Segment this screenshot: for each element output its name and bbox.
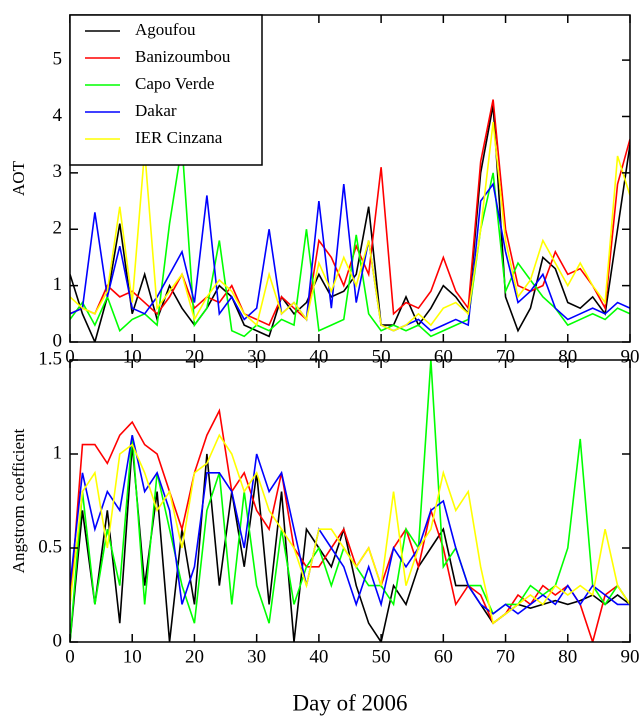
series-line xyxy=(70,433,630,625)
y-tick-label: 5 xyxy=(53,48,63,69)
y-tick-label: 1.5 xyxy=(38,348,62,369)
series-line xyxy=(70,444,630,642)
y-tick-label: 1 xyxy=(53,274,63,295)
x-tick-label: 90 xyxy=(621,346,640,367)
legend-label: IER Cinzana xyxy=(135,128,223,147)
x-tick-label: 20 xyxy=(185,646,204,667)
y-axis-label: Angstrom coefficient xyxy=(9,428,28,573)
x-tick-label: 80 xyxy=(558,346,577,367)
y-tick-label: 3 xyxy=(53,161,63,182)
series-line xyxy=(70,182,630,332)
x-tick-label: 10 xyxy=(123,346,142,367)
y-tick-label: 0.5 xyxy=(38,536,62,557)
series-line xyxy=(70,408,630,642)
y-tick-label: 0 xyxy=(53,330,63,351)
x-tick-label: 0 xyxy=(65,646,75,667)
y-tick-label: 1 xyxy=(53,442,63,463)
plot-lines xyxy=(70,99,630,342)
x-tick-label: 70 xyxy=(496,346,515,367)
x-tick-label: 50 xyxy=(372,346,391,367)
x-tick-label: 50 xyxy=(372,646,391,667)
legend-label: Dakar xyxy=(135,101,177,120)
x-tick-label: 80 xyxy=(558,646,577,667)
legend-label: Agoufou xyxy=(135,20,196,39)
x-axis-label: Day of 2006 xyxy=(293,690,408,715)
x-tick-label: 40 xyxy=(309,646,328,667)
legend-box xyxy=(69,14,263,166)
plot-frame xyxy=(69,359,631,643)
legend-label: Capo Verde xyxy=(135,74,214,93)
y-tick-label: 0 xyxy=(53,630,63,651)
series-line xyxy=(70,122,630,332)
x-tick-label: 20 xyxy=(185,346,204,367)
legend-label: Banizoumbou xyxy=(135,47,231,66)
plot-lines xyxy=(70,360,630,642)
y-tick-label: 2 xyxy=(53,218,63,239)
series-line xyxy=(70,144,630,338)
y-tick-label: 4 xyxy=(53,105,63,126)
x-tick-label: 0 xyxy=(65,346,75,367)
x-tick-label: 40 xyxy=(309,346,328,367)
x-tick-label: 60 xyxy=(434,346,453,367)
x-tick-label: 60 xyxy=(434,646,453,667)
x-tick-label: 30 xyxy=(247,346,266,367)
y-axis-label: AOT xyxy=(9,160,28,196)
x-tick-label: 70 xyxy=(496,646,515,667)
x-tick-label: 90 xyxy=(621,646,640,667)
x-tick-label: 30 xyxy=(247,646,266,667)
plot-frame xyxy=(69,14,631,343)
x-tick-label: 10 xyxy=(123,646,142,667)
